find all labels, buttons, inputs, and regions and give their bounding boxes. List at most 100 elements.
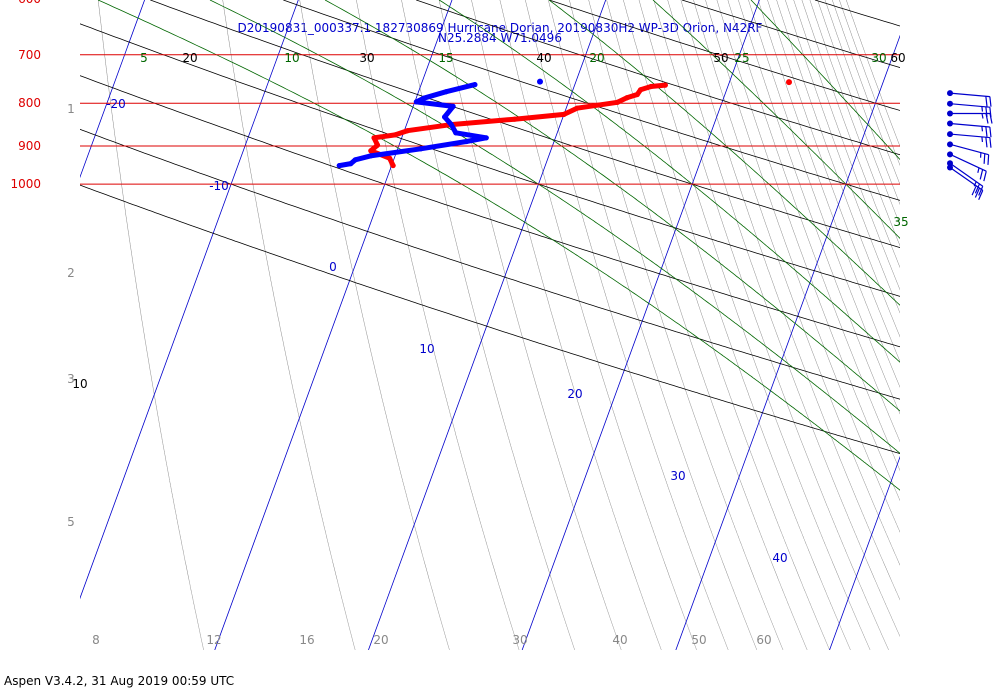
temperature-profile-line [368,82,668,169]
moist-adiabat-label: 10 [284,51,299,65]
mixing-ratio-line [705,0,900,533]
wind-barb-flag [985,113,989,124]
temperature-data-point [662,82,668,88]
wind-barb-flag [989,113,993,124]
wind-barb-staff [949,162,984,187]
mixing-ratio-line [846,0,900,148]
temperature-data-point [561,111,567,117]
dry-adiabat-line [948,0,1000,650]
mixing-ratio-line [356,0,520,650]
wind-barb-flag [974,187,981,198]
isotherm-label: 30 [670,469,685,483]
dry-adiabat-label: 50 [713,51,728,65]
isotherm-label: 40 [772,551,787,565]
dewpoint-data-point [463,138,470,145]
dewpoint-top-marker [537,78,543,85]
wind-barb [947,100,992,118]
temperature-data-point [511,116,518,122]
wind-barb-flag [978,190,984,200]
dry-adiabat-label: 10 [72,377,87,391]
wind-barb [947,141,990,165]
isobar-label: 600 [18,0,41,6]
wind-barb-flag [983,153,986,164]
mixing-ratio-label: 50 [691,633,706,647]
dewpoint-data-point [450,103,456,109]
moist-adiabat-line [548,0,900,306]
dry-adiabat-line [80,23,900,297]
dewpoint-data-point [483,135,489,141]
wind-barb-flag [983,171,987,182]
wind-barb-half-flag [981,126,984,132]
isotherm-label: 0 [329,260,337,274]
footer-version-timestamp: Aspen V3.4.2, 31 Aug 2019 00:59 UTC [4,674,235,688]
mixing-ratio-line [499,0,697,650]
mixing-ratio-line [824,0,900,206]
wind-barb-flag [985,137,988,148]
temperature-top-marker [786,79,792,86]
mixing-ratio-line [653,0,889,650]
isotherm-line [80,0,145,179]
dry-adiabat-line [80,75,900,348]
wind-barb-half-flag [981,106,984,112]
dewpoint-data-point [453,130,459,136]
mixing-ratio-line [801,0,900,269]
temperature-data-point [637,87,644,93]
temperature-data-point [634,91,640,98]
temperature-data-point [614,99,621,105]
plot-area [80,0,1000,650]
temperature-data-point [371,135,377,141]
moist-adiabat-label: 25 [734,51,749,65]
dewpoint-data-point [418,146,424,152]
wind-barb-staff [949,103,990,108]
wind-barb [947,151,987,182]
moist-adiabat-label: 30 [871,51,886,65]
mixing-ratio-label: 60 [756,633,771,647]
axis-labels: 600 700 800 900 1000 -20 -10 0 10 20 30 40 20 30 40 50 6… [10,0,908,647]
moist-adiabat-label: 5 [140,51,148,65]
dry-adiabat-label: 30 [359,51,374,65]
temperature-data-point [374,142,381,148]
wind-barb-flag [989,96,992,107]
dewpoint-data-point [348,161,354,167]
wind-barb-staff [949,92,990,98]
mixing-ratio-line [767,0,900,363]
isotherm-line [80,0,299,600]
wind-barb [947,160,984,196]
isotherm-label: 10 [419,342,434,356]
dewpoint-data-point [413,99,419,105]
wind-barb-staff [949,143,989,156]
moist-adiabat-label: 20 [589,51,604,65]
wind-barb-half-flag [981,113,984,119]
mixing-ratio-line [588,0,808,650]
mixing-ratio-line [525,0,729,650]
mixing-ratio-line [693,0,900,566]
mixing-ratio-line [748,0,900,415]
mixing-ratio-line [606,0,830,650]
wind-barb-staff [949,122,990,128]
dry-adiabat-line [681,0,900,69]
mixing-ratio-line [222,0,356,650]
isotherm-label: -20 [106,97,126,111]
temperature-data-point [390,162,396,169]
wind-barb-flag [987,154,990,165]
mixing-ratio-line [438,0,622,650]
wind-barb [947,90,992,107]
mixing-ratio-label: 12 [206,633,221,647]
mixing-ratio-label: 8 [92,633,100,647]
isobar-label: 900 [18,139,41,153]
mixing-ratio-label: 20 [373,633,388,647]
isotherm-line [829,455,900,650]
dry-adiabat-label: 60 [890,51,905,65]
dewpoint-data-point [336,162,342,169]
temperature-data-point [392,132,398,138]
dewpoint-data-point [352,157,358,163]
mixing-ratio-line [785,0,900,314]
temperature-data-point [368,148,374,154]
wind-barb-flag [985,96,988,107]
wind-barb [947,164,984,200]
moist-adiabat-line [97,0,900,491]
moist-adiabat-line [209,0,900,454]
dry-adiabat-line [416,0,900,156]
temperature-data-point [624,95,630,101]
